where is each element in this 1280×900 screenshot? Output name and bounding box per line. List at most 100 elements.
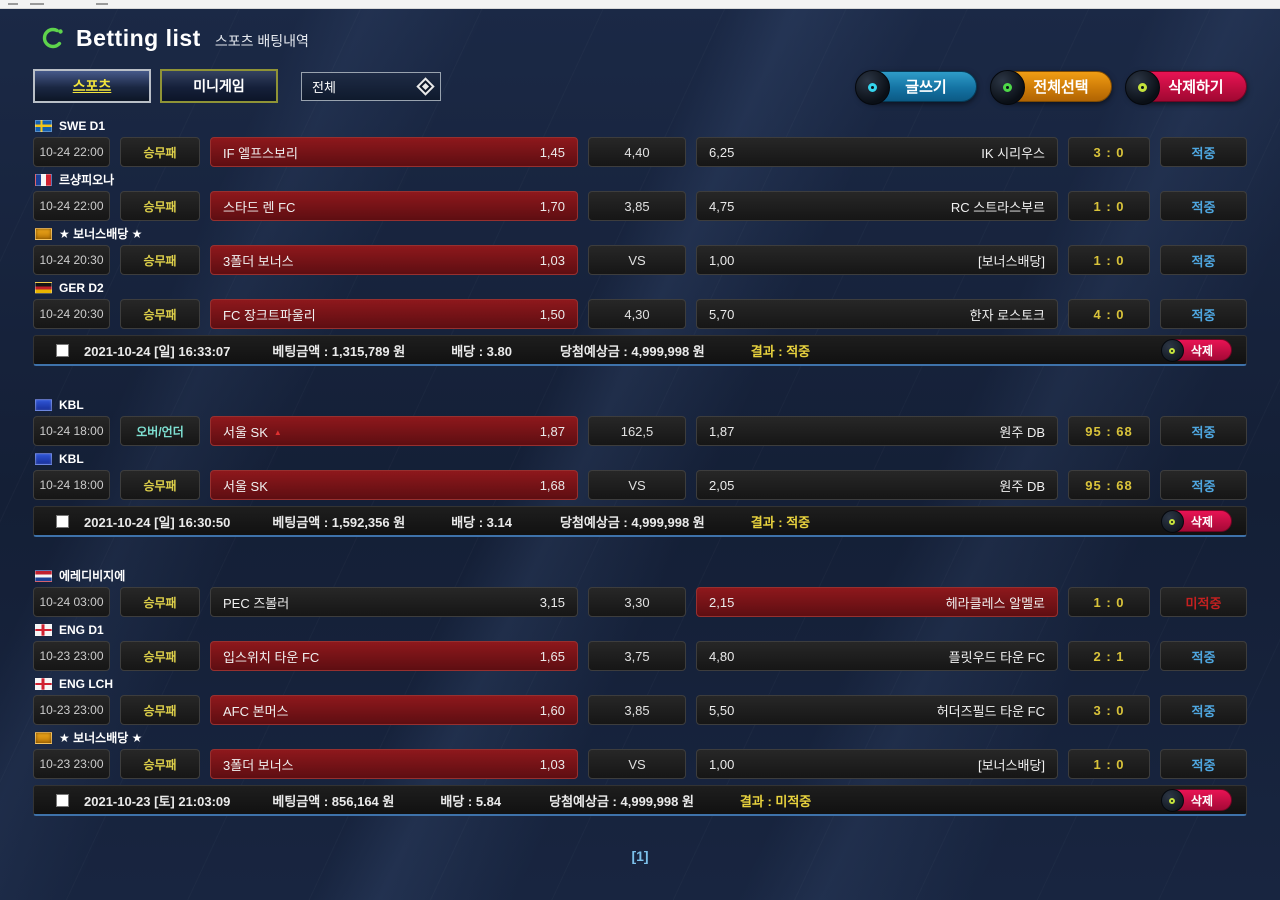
away-team-cell: 2,15 헤라클레스 알멜로	[696, 587, 1058, 617]
score-cell: 4 : 0	[1068, 299, 1150, 329]
select-checkbox[interactable]	[56, 343, 69, 357]
site-logo-icon	[42, 27, 64, 49]
tab-sports[interactable]: 스포츠	[33, 69, 151, 103]
result-badge: 적중	[1160, 137, 1247, 167]
away-team-cell: 5,70 한자 로스토크	[696, 299, 1058, 329]
home-team-name-wrap: 서울 SK	[223, 476, 268, 495]
away-team-name: 헤라클레스 알멜로	[945, 595, 1045, 611]
draw-odds-cell: VS	[588, 749, 686, 779]
draw-odds-cell: 3,85	[588, 191, 686, 221]
draw-odds-cell: 3,30	[588, 587, 686, 617]
delete-button-label: 삭제	[1190, 343, 1213, 358]
draw-odds-cell: VS	[588, 245, 686, 275]
score-cell: 1 : 0	[1068, 191, 1150, 221]
away-team-name: 한자 로스토크	[969, 307, 1045, 323]
delete-button-icon	[1160, 339, 1184, 362]
home-team-name: 3폴더 보너스	[223, 253, 294, 269]
page-1-link[interactable]: [1]	[631, 848, 649, 864]
league-name: ENG LCH	[59, 677, 113, 691]
delete-button[interactable]: 삭제	[1160, 789, 1232, 812]
summary-datetime: 2021-10-24 [일] 16:30:50	[84, 514, 231, 530]
summary-bar: 2021-10-24 [일] 16:30:50 베팅금액 : 1,592,356 …	[33, 506, 1247, 537]
match-time: 10-23 23:00	[33, 749, 110, 779]
betting-group: 에레디비지에 10-24 03:00 승무패 PEC 즈볼러 3,15 3,30 2,15 헤…	[33, 569, 1247, 816]
away-team-cell: 1,87 원주 DB	[696, 416, 1058, 446]
draw-odds-cell: 3,85	[588, 695, 686, 725]
match-row: 10-24 20:30 승무패 3폴더 보너스 1,03 VS 1,00 [보너스배당] 1 …	[33, 245, 1247, 275]
match-time: 10-24 18:00	[33, 470, 110, 500]
select-all-button[interactable]: 전체선택	[990, 69, 1112, 105]
delete-selected-button[interactable]: 삭제하기	[1125, 69, 1247, 105]
away-team-cell: 4,75 RC 스트라스부르	[696, 191, 1058, 221]
score-cell: 3 : 0	[1068, 137, 1150, 167]
select-checkbox[interactable]	[56, 514, 69, 528]
home-odds: 3,15	[539, 594, 565, 610]
match-row: 10-24 22:00 승무패 스타드 렌 FC 1,70 3,85 4,75 RC 스트라…	[33, 191, 1247, 221]
result-badge: 적중	[1160, 416, 1247, 446]
ger-flag-icon	[35, 282, 52, 294]
bet-type: 승무패	[120, 245, 200, 275]
delete-button-dot	[1169, 518, 1176, 525]
result-badge: 미적중	[1160, 587, 1247, 617]
away-odds: 4,80	[709, 648, 735, 664]
dropdown-diamond-icon	[416, 76, 435, 96]
summary-bet-amount: 베팅금액 : 1,315,789 원	[272, 343, 406, 359]
filter-select[interactable]: 전체	[301, 71, 441, 101]
match-time: 10-24 22:00	[33, 191, 110, 221]
match-time: 10-24 20:30	[33, 299, 110, 329]
home-team-name: FC 장크트파울리	[223, 307, 316, 323]
home-odds: 1,65	[539, 648, 565, 664]
betting-group: KBL 10-24 18:00 오버/언더 서울 SK ▲ 1,87 162,5 1,87 원주…	[33, 398, 1247, 537]
away-team-name: [보너스배당]	[977, 757, 1045, 773]
home-team-name: AFC 본머스	[223, 703, 289, 719]
away-team-cell: 1,00 [보너스배당]	[696, 245, 1058, 275]
league-header: ★ 보너스배당 ★	[35, 731, 1247, 745]
away-team-cell: 2,05 원주 DB	[696, 470, 1058, 500]
home-odds: 1,87	[539, 423, 565, 439]
delete-button[interactable]: 삭제	[1160, 339, 1232, 362]
league-header: ★ 보너스배당 ★	[35, 227, 1247, 241]
home-team-name-wrap: 스타드 렌 FC	[223, 197, 295, 216]
tab-minigame[interactable]: 미니게임	[160, 69, 278, 103]
home-team-cell: 3폴더 보너스 1,03	[210, 245, 578, 275]
summary-result: 결과 : 적중	[750, 514, 811, 530]
away-odds: 5,50	[709, 702, 735, 718]
score-cell: 1 : 0	[1068, 245, 1150, 275]
away-team-name: RC 스트라스부르	[950, 199, 1045, 215]
kbl-flag-icon	[35, 399, 52, 411]
select-all-button-icon	[990, 69, 1025, 105]
home-team-name: 서울 SK	[223, 424, 268, 440]
away-team-cell: 6,25 IK 시리우스	[696, 137, 1058, 167]
draw-odds-cell: 4,30	[588, 299, 686, 329]
home-team-cell: PEC 즈볼러 3,15	[210, 587, 578, 617]
result-badge: 적중	[1160, 749, 1247, 779]
away-team-name: 허더즈필드 타운 FC	[936, 703, 1045, 719]
ned-flag-icon	[35, 570, 52, 582]
away-odds: 2,05	[709, 477, 735, 493]
bet-type: 승무패	[120, 749, 200, 779]
result-badge: 적중	[1160, 641, 1247, 671]
betting-groups: SWE D1 10-24 22:00 승무패 IF 엘프스보리 1,45 4,40 6,25…	[0, 119, 1280, 816]
league-name: GER D2	[59, 281, 104, 295]
league-name: SWE D1	[59, 119, 106, 133]
summary-expected-win: 당첨예상금 : 4,999,998 원	[549, 793, 694, 809]
score-cell: 2 : 1	[1068, 641, 1150, 671]
chrome-artifact	[96, 3, 108, 5]
home-odds: 1,60	[539, 702, 565, 718]
summary-result: 결과 : 적중	[750, 343, 811, 359]
league-name: 르샹피오나	[59, 173, 115, 187]
summary-datetime: 2021-10-23 [토] 21:03:09	[84, 793, 231, 809]
home-team-name: IF 엘프스보리	[223, 145, 298, 161]
league-header: SWE D1	[35, 119, 1247, 133]
select-checkbox[interactable]	[56, 793, 69, 807]
write-button[interactable]: 글쓰기	[855, 69, 977, 105]
home-team-name-wrap: 입스위치 타운 FC	[223, 647, 319, 666]
away-team-cell: 5,50 허더즈필드 타운 FC	[696, 695, 1058, 725]
match-row: 10-24 18:00 오버/언더 서울 SK ▲ 1,87 162,5 1,87 원주 DB…	[33, 416, 1247, 446]
delete-selected-button-label: 삭제하기	[1168, 78, 1224, 96]
home-odds: 1,68	[539, 477, 565, 493]
bet-type: 승무패	[120, 191, 200, 221]
select-all-button-label: 전체선택	[1033, 78, 1089, 96]
delete-button[interactable]: 삭제	[1160, 510, 1232, 533]
chrome-artifact	[30, 3, 44, 5]
